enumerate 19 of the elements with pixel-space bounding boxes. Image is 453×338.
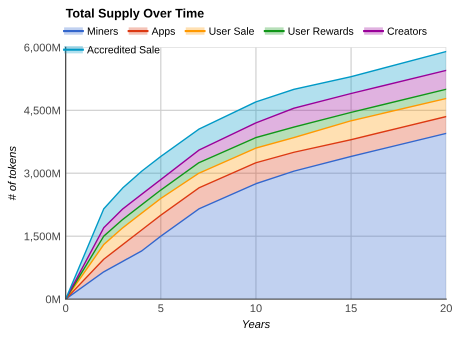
legend-label: User Sale: [209, 27, 254, 35]
legend-label: Accredited Sale: [87, 46, 160, 54]
y-tick-label: 1,500M: [24, 232, 60, 242]
chart-title: Total Supply Over Time: [66, 8, 204, 20]
y-tick-label: 3,000M: [24, 169, 60, 179]
x-tick-label: 0: [63, 304, 68, 312]
legend-label: Miners: [88, 27, 118, 35]
x-tick-label: 20: [440, 304, 452, 312]
x-tick-label: 10: [250, 304, 262, 312]
legend-label: User Rewards: [288, 27, 354, 35]
legend-label: Creators: [388, 27, 427, 35]
x-tick-label: 15: [346, 304, 357, 312]
x-axis-title: Years: [242, 320, 270, 328]
legend-label: Apps: [152, 28, 175, 37]
x-tick-label: 5: [158, 304, 164, 312]
y-axis-title: # of tokens: [8, 146, 16, 200]
y-tick-label: 4,500M: [24, 106, 60, 116]
y-tick-label: 6,000M: [24, 44, 60, 53]
y-tick-label: 0M: [46, 295, 60, 304]
